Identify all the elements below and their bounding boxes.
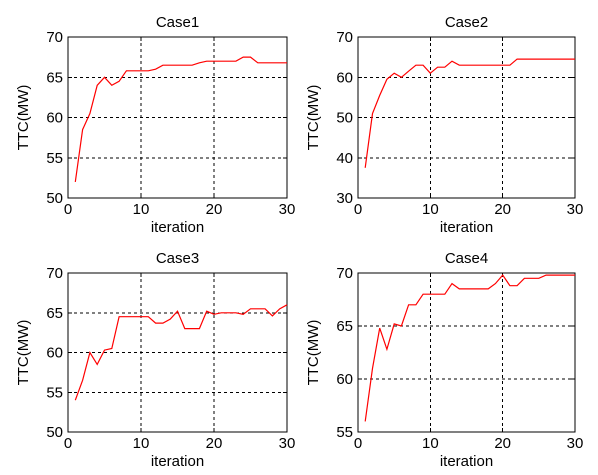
chart-panel-1: 0 10 20 30 50 55 60 65 70 Case1 iteration TTC(MW) [15,14,295,236]
chart-panel-4: 0 10 20 30 55 60 65 70 Case4 iteration TTC(MW) [305,250,583,470]
chart-title: Case1 [156,14,199,31]
x-tick-label: 30 [567,435,584,452]
x-axis-label: iteration [151,219,204,236]
x-tick-label: 0 [354,435,362,452]
y-tick-label: 50 [46,424,63,441]
y-tick-label: 60 [46,345,63,362]
plot-area [357,272,576,433]
series-line-1 [364,58,575,168]
y-tick-label: 65 [336,318,353,335]
x-tick-label: 10 [422,435,439,452]
x-tick-label: 0 [354,201,362,218]
y-axis-label: TTC(MW) [15,85,32,151]
x-tick-label: 20 [206,201,223,218]
y-tick-label: 50 [46,190,63,207]
y-tick-label: 70 [46,29,63,46]
x-tick-label: 30 [279,435,296,452]
x-tick-label: 10 [133,435,150,452]
series-line-1 [74,304,288,401]
y-tick-label: 70 [336,29,353,46]
x-tick-label: 0 [64,435,72,452]
x-tick-label: 20 [494,435,511,452]
y-axis-label: TTC(MW) [15,320,32,386]
y-axis-label: TTC(MW) [305,85,322,151]
chart-title: Case2 [445,14,488,31]
y-tick-label: 55 [46,150,63,167]
y-tick-label: 40 [336,150,353,167]
y-tick-label: 60 [336,69,353,86]
chart-panel-3: 0 10 20 30 50 55 60 65 70 Case3 iteration TTC(MW) [15,250,295,470]
chart-panel-2: 0 10 20 30 30 40 50 60 70 Case2 iteration TTC(MW) [305,14,583,236]
series-line-1 [364,274,575,422]
y-tick-label: 60 [336,371,353,388]
x-tick-label: 20 [494,201,511,218]
y-tick-label: 70 [336,265,353,282]
y-tick-label: 65 [46,305,63,322]
x-tick-label: 10 [422,201,439,218]
y-tick-label: 55 [336,424,353,441]
y-tick-label: 30 [336,190,353,207]
x-axis-label: iteration [151,453,204,470]
series-line-1 [74,56,287,182]
x-axis-label: iteration [440,219,493,236]
y-tick-label: 50 [336,110,353,127]
y-axis-label: TTC(MW) [305,320,322,386]
x-tick-label: 30 [279,201,296,218]
y-tick-label: 65 [46,69,63,86]
y-tick-label: 60 [46,110,63,127]
x-axis-label: iteration [440,453,493,470]
x-tick-label: 0 [64,201,72,218]
x-tick-label: 10 [133,201,150,218]
x-tick-label: 30 [567,201,584,218]
chart-title: Case3 [156,250,199,267]
chart-title: Case4 [445,250,488,267]
x-tick-label: 20 [206,435,223,452]
y-tick-label: 55 [46,384,63,401]
y-tick-label: 70 [46,265,63,282]
